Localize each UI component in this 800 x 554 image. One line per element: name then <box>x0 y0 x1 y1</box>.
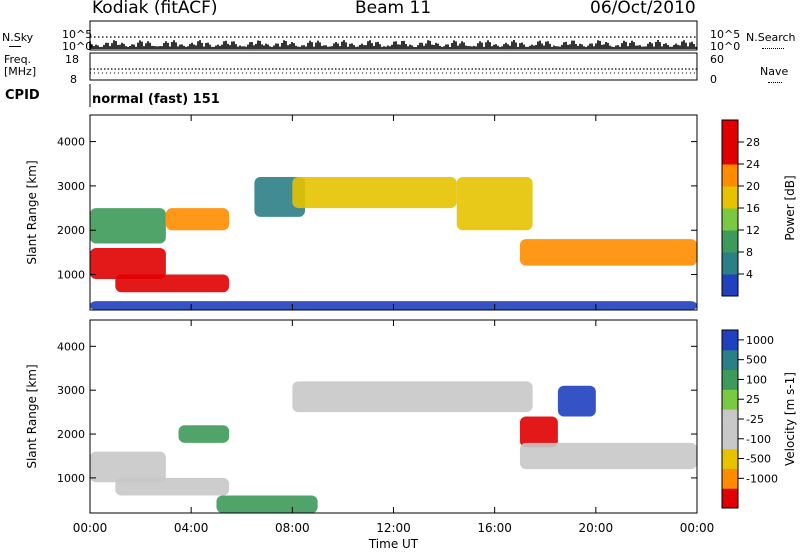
data-region-6 <box>456 177 533 231</box>
colorbar-segment <box>722 230 738 253</box>
data-region-3 <box>292 381 533 413</box>
colorbar-tick-label: -1000 <box>746 472 778 485</box>
y-axis-label: Slant Range [km] <box>25 160 39 264</box>
summary-strips <box>89 20 698 107</box>
velocity-panel: 1000 2000 3000 4000 Slant Range [km] <box>25 319 698 514</box>
x-tick-label: 16:00 <box>477 521 512 535</box>
y-tick-label: 4000 <box>57 340 85 353</box>
data-region-2 <box>165 208 230 231</box>
data-region-0 <box>90 247 166 279</box>
colorbar-segment <box>722 488 738 509</box>
freq-tick-top: 18 <box>65 53 79 66</box>
colorbar-segment <box>722 330 738 351</box>
noise-left-tick-bottom: 10^0 <box>62 40 93 53</box>
beam-title: Beam 11 <box>355 0 432 18</box>
y-axis-label: Slant Range [km] <box>25 364 39 468</box>
station-title: Kodiak (fitACF) <box>92 0 218 18</box>
nsky-label: N.Sky <box>2 31 34 44</box>
data-region-7 <box>519 239 697 266</box>
colorbar-segment <box>722 164 738 187</box>
colorbar-tick-label: -500 <box>746 453 771 466</box>
x-tick-label: 00:00 <box>73 521 108 535</box>
data-region-3 <box>115 274 230 293</box>
freq-tick-bottom: 8 <box>70 73 77 86</box>
data-region-2 <box>178 425 230 443</box>
nsky-trace <box>89 40 697 49</box>
nsearch-label: N.Search <box>746 31 796 44</box>
colorbar-segment <box>722 409 738 430</box>
velocity-colorbar: 1000 500 100 25 -25 -100 -500 -1000 Velocity [m … <box>721 329 797 509</box>
nave-legend-line <box>768 82 782 83</box>
noise-left-tick-top: 10^5 <box>62 28 93 41</box>
x-tick-label: 12:00 <box>376 521 411 535</box>
colorbar-segment <box>722 252 738 275</box>
data-region-6 <box>557 385 596 417</box>
colorbar-tick-label: 25 <box>746 393 760 406</box>
colorbar-segment <box>722 428 738 450</box>
time-axis: 00:00 04:00 08:00 12:00 16:00 20:00 00:00 Time … <box>73 521 715 551</box>
data-region-1 <box>115 477 230 496</box>
colorbar-tick-label: 8 <box>746 246 753 259</box>
noise-right-tick-top: 10^5 <box>710 28 741 41</box>
colorbar-tick-label: 12 <box>746 224 760 237</box>
y-tick-label: 1000 <box>57 269 85 282</box>
cpid-label: CPID <box>5 88 40 103</box>
power-colorbar: 4 8 12 16 20 24 28 Power [dB] <box>721 119 797 297</box>
colorbar-tick-label: 16 <box>746 202 760 215</box>
x-axis-label: Time UT <box>368 537 419 551</box>
colorbar-tick-label: 100 <box>746 373 767 386</box>
y-tick-label: 3000 <box>57 384 85 397</box>
data-region-4 <box>519 416 558 448</box>
colorbar-segment <box>722 120 738 143</box>
colorbar-tick-label: 4 <box>746 268 753 281</box>
x-tick-label: 20:00 <box>579 521 614 535</box>
colorbar-segment <box>722 274 738 297</box>
nave-tick-top: 60 <box>710 53 724 66</box>
noise-strip-frame <box>89 20 698 51</box>
colorbar-tick-label: -25 <box>746 413 764 426</box>
colorbar-segment <box>722 349 738 371</box>
freq-label: Freq. <box>4 53 32 66</box>
colorbar-segment <box>722 369 738 390</box>
x-tick-label: 00:00 <box>680 521 715 535</box>
colorbar-tick-label: 1000 <box>746 334 774 347</box>
colorbar-segment <box>722 468 738 489</box>
data-region-7 <box>216 495 318 513</box>
noise-right-tick-bottom: 10^0 <box>710 40 741 53</box>
nsky-legend-line <box>9 46 21 47</box>
colorbar-segment <box>722 389 738 410</box>
colorbar-tick-label: -100 <box>746 433 771 446</box>
freq-strip-frame <box>89 52 698 81</box>
data-region-1 <box>90 208 166 244</box>
colorbar-tick-label: 28 <box>746 136 760 149</box>
power-panel: 1000 2000 3000 4000 Slant Range [km] <box>25 114 698 311</box>
y-tick-label: 3000 <box>57 180 85 193</box>
y-tick-label: 1000 <box>57 472 85 485</box>
nave-tick-bottom: 0 <box>710 73 717 86</box>
y-tick-label: 2000 <box>57 224 85 237</box>
y-tick-label: 4000 <box>57 136 85 149</box>
data-region-0 <box>90 451 166 483</box>
nsearch-legend-line <box>762 48 784 49</box>
colorbar-segment <box>722 448 738 469</box>
nave-label: Nave <box>760 65 789 78</box>
colorbar-tick-label: 500 <box>746 354 767 367</box>
colorbar-label: Power [dB] <box>783 175 797 240</box>
colorbar-segment <box>722 186 738 209</box>
x-tick-label: 08:00 <box>275 521 310 535</box>
colorbar-tick-label: 20 <box>746 180 760 193</box>
cpid-value: normal (fast) 151 <box>92 92 220 107</box>
data-region-5 <box>292 177 457 209</box>
y-tick-label: 2000 <box>57 428 85 441</box>
data-region-5 <box>519 442 697 470</box>
colorbar-label: Velocity [m s-1] <box>783 372 797 466</box>
colorbar-tick-label: 24 <box>746 158 760 171</box>
date-title: 06/Oct/2010 <box>590 0 696 18</box>
data-region-4 <box>254 177 305 217</box>
colorbar-segment <box>722 142 738 165</box>
x-tick-label: 04:00 <box>174 521 209 535</box>
colorbar-segment <box>722 208 738 231</box>
freq-unit-label: [MHz] <box>4 65 37 78</box>
